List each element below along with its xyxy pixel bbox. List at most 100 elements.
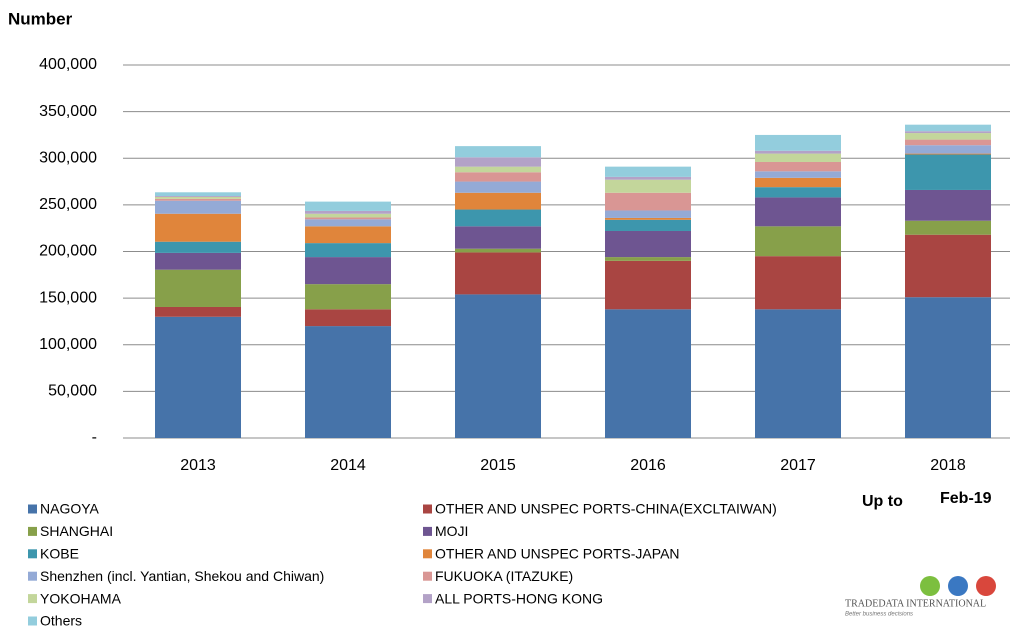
bar-segment: [455, 166, 541, 173]
bar-segment: [605, 176, 691, 180]
bar-segment: [905, 297, 991, 438]
bar-segment: [455, 172, 541, 182]
bar-segment: [155, 192, 241, 197]
y-tick-label: 200,000: [39, 243, 97, 260]
bar-segment: [455, 157, 541, 167]
bar-segment: [155, 213, 241, 242]
x-tick-label: 2013: [180, 457, 216, 474]
legend-label: KOBE: [40, 546, 79, 562]
legend-swatch: [423, 504, 432, 514]
bar-segment: [305, 284, 391, 310]
y-axis-label: Number: [8, 9, 73, 28]
bar-segment: [305, 213, 391, 218]
x-tick-label: 2017: [780, 457, 816, 474]
bar-segment: [455, 181, 541, 193]
legend-label: OTHER AND UNSPEC PORTS-JAPAN: [435, 546, 680, 562]
bar-segment: [605, 230, 691, 258]
y-tick-label: 400,000: [39, 56, 97, 73]
logo-tagline: Better business decisions: [845, 612, 913, 618]
bar-segment: [155, 200, 241, 214]
legend-swatch: [423, 594, 432, 604]
bar-segment: [455, 209, 541, 227]
y-tick-label: 100,000: [39, 336, 97, 353]
legend-label: FUKUOKA (ITAZUKE): [435, 568, 573, 584]
bar-segment: [605, 179, 691, 193]
bar-segment: [155, 196, 241, 199]
bar-segment: [905, 234, 991, 298]
bar-segment: [755, 171, 841, 178]
bar-segment: [605, 166, 691, 177]
bar-segment: [905, 133, 991, 140]
logo-globe: [948, 576, 968, 596]
legend-swatch: [28, 549, 37, 559]
bar-segment: [155, 269, 241, 307]
legend-label: OTHER AND UNSPEC PORTS-CHINA(EXCLTAIWAN): [435, 501, 777, 517]
bar-segment: [905, 145, 991, 154]
legend-label: SHANGHAI: [40, 523, 113, 539]
bar-segment: [305, 210, 391, 214]
bar-segment: [905, 154, 991, 190]
x-tick-label: 2016: [630, 457, 666, 474]
bar-segment: [755, 161, 841, 172]
bar-segment: [455, 252, 541, 295]
bar-segment: [305, 219, 391, 227]
bar-segment: [155, 198, 241, 201]
x-tick-label: 2015: [480, 457, 516, 474]
legend-swatch: [423, 549, 432, 559]
logo-globe: [976, 576, 996, 596]
bar-segment: [755, 309, 841, 438]
y-tick-label: 250,000: [39, 196, 97, 213]
bar-segment: [755, 187, 841, 198]
bar-segment: [155, 306, 241, 317]
bar-segment: [455, 226, 541, 249]
bar-segment: [305, 201, 391, 211]
bar-segment: [605, 257, 691, 261]
bar-segment: [605, 260, 691, 310]
bar-segment: [305, 309, 391, 327]
bar-segment: [605, 309, 691, 438]
x-tick-label: 2014: [330, 457, 366, 474]
y-tick-label: 50,000: [48, 383, 97, 400]
legend-swatch: [28, 616, 37, 626]
bar-segment: [305, 226, 391, 244]
legend-swatch: [28, 571, 37, 581]
bar-segment: [305, 326, 391, 438]
logo-name: TRADEDATA INTERNATIONAL: [845, 598, 986, 609]
y-tick-label: -: [92, 429, 97, 446]
bar-segment: [905, 153, 991, 155]
bar-segment: [155, 316, 241, 438]
legend-label: NAGOYA: [40, 501, 100, 517]
bar-segment: [455, 248, 541, 253]
bar-segment: [155, 196, 241, 197]
legend-swatch: [28, 594, 37, 604]
bar-segment: [305, 243, 391, 258]
annotation: Up to: [862, 493, 903, 510]
bar-segment: [605, 210, 691, 218]
bar-segment: [755, 134, 841, 151]
bar-segment: [905, 220, 991, 235]
legend-label: ALL PORTS-HONG KONG: [435, 590, 603, 606]
bar-segment: [155, 252, 241, 270]
bar-segment: [305, 217, 391, 220]
bar-segment: [905, 139, 991, 146]
bar-segment: [755, 150, 841, 154]
logo: TRADEDATA INTERNATIONAL Better business …: [845, 576, 996, 618]
bar-segment: [755, 197, 841, 227]
y-tick-label: 150,000: [39, 289, 97, 306]
legend-label: Shenzhen (incl. Yantian, Shekou and Chiw…: [40, 568, 324, 584]
bar-segment: [905, 189, 991, 221]
legend-label: MOJI: [435, 523, 468, 539]
bar-segment: [605, 217, 691, 220]
legend-swatch: [423, 526, 432, 536]
bar-segment: [605, 219, 691, 231]
bar-segment: [905, 131, 991, 134]
bar-segment: [755, 177, 841, 188]
bar-segment: [455, 146, 541, 158]
bar-segment: [755, 153, 841, 162]
bar-segment: [305, 257, 391, 285]
legend-label: Others: [40, 613, 82, 629]
legend-label: YOKOHAMA: [40, 590, 122, 606]
legend-swatch: [423, 571, 432, 581]
y-tick-label: 350,000: [39, 103, 97, 120]
